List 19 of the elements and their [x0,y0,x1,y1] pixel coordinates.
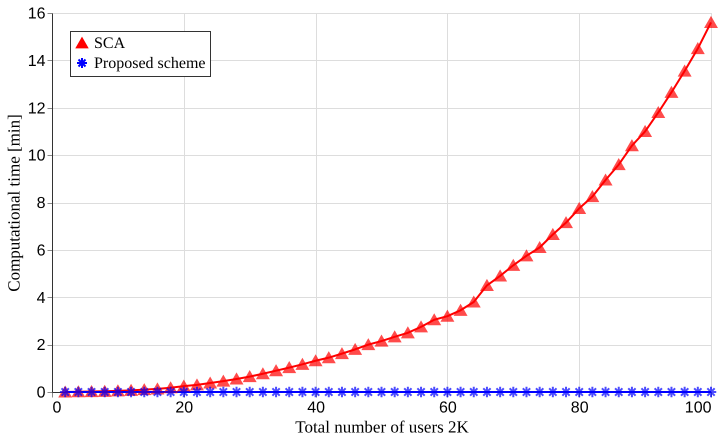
legend-label: Proposed scheme [94,55,206,72]
x-tick-label: 0 [52,400,62,416]
y-tick-label: 2 [36,337,46,354]
y-axis-title: Computational time [min] [4,114,24,292]
y-tick-label: 10 [28,148,46,165]
legend-label: SCA [94,35,126,52]
y-tick-label: 0 [36,384,46,402]
x-axis-title: Total number of users 2K [295,418,470,436]
y-tick-label: 8 [36,195,46,212]
x-tick-label: 80 [570,400,589,416]
x-tick-label: 100 [684,400,712,416]
x-tick-label: 60 [439,400,457,416]
y-tick-label: 6 [36,242,46,260]
y-tick-label: 16 [28,6,46,22]
y-tick-label: 14 [28,52,46,70]
x-tick-label: 40 [307,400,326,416]
y-tick-label: 4 [36,290,46,307]
x-tick-label: 20 [175,400,194,416]
y-tick-label: 12 [28,100,46,118]
